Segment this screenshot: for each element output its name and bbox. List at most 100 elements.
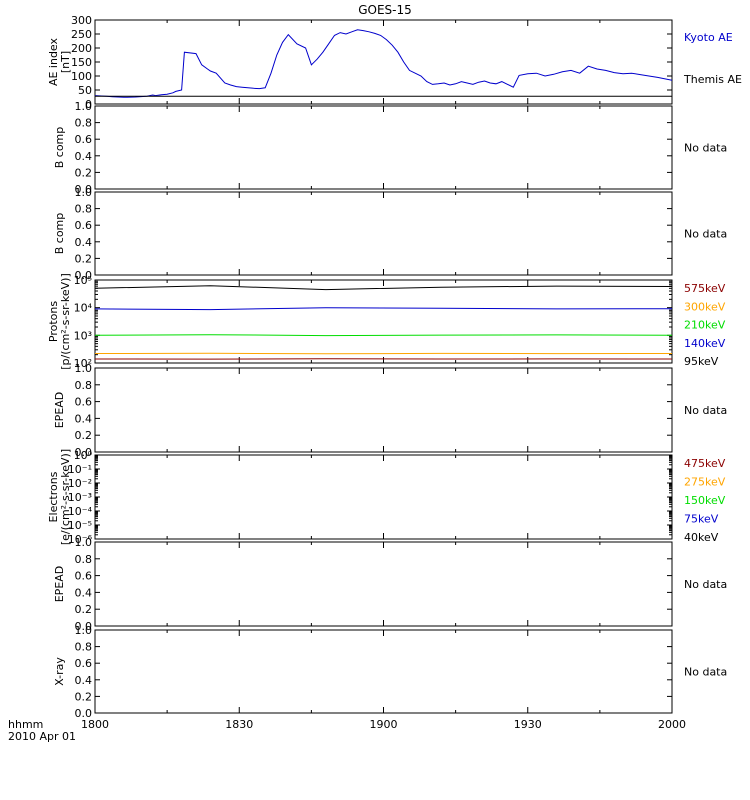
y-tick-label: 0.2 xyxy=(75,252,93,265)
y-axis-label: Protons xyxy=(47,301,60,342)
legend-entry: 150keV xyxy=(684,494,726,507)
y-axis-label: EPEAD xyxy=(53,392,66,429)
y-tick-label: 0.6 xyxy=(75,570,93,583)
y-axis-label: Electrons xyxy=(47,471,60,522)
y-tick-label: 10⁵ xyxy=(74,274,92,287)
y-tick-label: 100 xyxy=(71,70,92,83)
series-kyoto-ae xyxy=(94,29,673,98)
legend-entry: Themis AE xyxy=(683,73,742,86)
panel-epead2: 0.0 0.2 0.4 0.6 0.8 1.0 EPEAD No data xyxy=(53,536,727,633)
y-tick-label: 0.8 xyxy=(75,379,93,392)
y-axis-label: B comp xyxy=(53,213,66,255)
y-tick-label: 10⁻¹ xyxy=(68,463,92,476)
legend-entry: 75keV xyxy=(684,513,719,526)
y-axis-label: AE index xyxy=(47,37,60,86)
y-tick-label: 10² xyxy=(74,357,92,370)
y-tick-label: 0.6 xyxy=(75,219,93,232)
y-tick-label: 0.8 xyxy=(75,641,93,654)
y-tick-label: 0.0 xyxy=(75,269,93,282)
x-tick-label: 1800 xyxy=(81,718,109,731)
y-tick-label: 0.8 xyxy=(75,117,93,130)
y-tick-label: 0.6 xyxy=(75,396,93,409)
y-tick-label: 0 xyxy=(85,98,92,111)
y-axis-label: [p/(cm²-s-sr-keV)] xyxy=(59,273,72,370)
no-data-note: No data xyxy=(684,228,727,241)
legend-entry: 140keV xyxy=(684,337,726,350)
y-tick-label: 0.4 xyxy=(75,412,93,425)
series-95kev xyxy=(94,285,673,291)
panel-frame xyxy=(94,454,673,540)
y-axis-label: [e/(cm²-s-sr-keV)] xyxy=(59,449,72,545)
legend-entry: 300keV xyxy=(684,300,726,313)
y-tick-label: 10⁴ xyxy=(74,302,93,315)
y-tick-label: 1.0 xyxy=(75,362,93,375)
y-tick-label: 0.0 xyxy=(75,183,93,196)
legend-entry: 575keV xyxy=(684,282,726,295)
y-tick-label: 200 xyxy=(71,42,92,55)
panel-frame xyxy=(94,105,673,190)
panel-frame xyxy=(94,279,673,364)
date-label: 2010 Apr 01 xyxy=(8,730,76,743)
y-axis-label: X-ray xyxy=(53,657,66,686)
legend-entry: 275keV xyxy=(684,476,726,489)
y-tick-label: 10⁻⁶ xyxy=(68,533,93,546)
panel-b1: 0.0 0.2 0.4 0.6 0.8 1.0 B comp No data xyxy=(53,100,727,196)
legend-entry: 475keV xyxy=(684,457,726,470)
y-tick-label: 0.0 xyxy=(75,620,93,633)
y-tick-label: 150 xyxy=(71,56,92,69)
y-tick-label: 0.4 xyxy=(75,236,93,249)
no-data-note: No data xyxy=(684,142,727,155)
x-tick-label: 1830 xyxy=(225,718,253,731)
no-data-note: No data xyxy=(684,578,727,591)
legend-entry: 40keV xyxy=(684,531,719,544)
y-tick-label: 0.0 xyxy=(75,446,93,459)
y-tick-label: 0.6 xyxy=(75,133,93,146)
panel-frame xyxy=(94,629,673,714)
no-data-note: No data xyxy=(684,666,727,679)
time-unit-label: hhmm xyxy=(8,718,43,731)
y-tick-label: 0.4 xyxy=(75,150,93,163)
y-tick-label: 10⁻² xyxy=(68,477,92,490)
series-300kev xyxy=(94,352,673,355)
y-tick-label: 10³ xyxy=(74,329,92,342)
y-axis-label: [nT] xyxy=(59,51,72,73)
x-tick-label: 1930 xyxy=(514,718,542,731)
y-axis-label: EPEAD xyxy=(53,566,66,603)
y-tick-label: 0.2 xyxy=(75,166,93,179)
x-tick-label: 2000 xyxy=(658,718,686,731)
y-tick-label: 0.0 xyxy=(75,707,93,720)
x-tick-label: 1900 xyxy=(370,718,398,731)
y-tick-label: 0.8 xyxy=(75,553,93,566)
panel-frame xyxy=(94,367,673,453)
series-210kev xyxy=(94,334,673,337)
panel-frame xyxy=(94,541,673,627)
y-tick-label: 0.8 xyxy=(75,203,93,216)
y-tick-label: 250 xyxy=(71,28,92,41)
y-tick-label: 10⁻⁴ xyxy=(68,505,93,518)
y-tick-label: 0.2 xyxy=(75,603,93,616)
legend-entry: Kyoto AE xyxy=(684,31,733,44)
no-data-note: No data xyxy=(684,404,727,417)
y-tick-label: 50 xyxy=(78,84,92,97)
legend-entry: 95keV xyxy=(684,355,719,368)
y-tick-label: 1.0 xyxy=(75,100,93,113)
y-tick-label: 0.4 xyxy=(75,674,93,687)
y-tick-label: 10⁰ xyxy=(74,449,93,462)
panel-xray: 0.0 0.2 0.4 0.6 0.8 1.0 X-ray No data xyxy=(53,624,727,720)
y-tick-label: 0.4 xyxy=(75,586,93,599)
y-tick-label: 0.6 xyxy=(75,657,93,670)
panel-frame xyxy=(94,19,673,105)
y-tick-label: 1.0 xyxy=(75,186,93,199)
series-140kev xyxy=(94,307,673,311)
panel-frame xyxy=(94,191,673,276)
panel-b2: 0.0 0.2 0.4 0.6 0.8 1.0 B comp No data xyxy=(53,186,727,282)
y-tick-label: 10⁻⁵ xyxy=(68,519,92,532)
y-tick-label: 0.2 xyxy=(75,429,93,442)
y-tick-label: 1.0 xyxy=(75,624,93,637)
y-tick-label: 10⁻³ xyxy=(68,491,92,504)
y-axis-label: B comp xyxy=(53,127,66,169)
